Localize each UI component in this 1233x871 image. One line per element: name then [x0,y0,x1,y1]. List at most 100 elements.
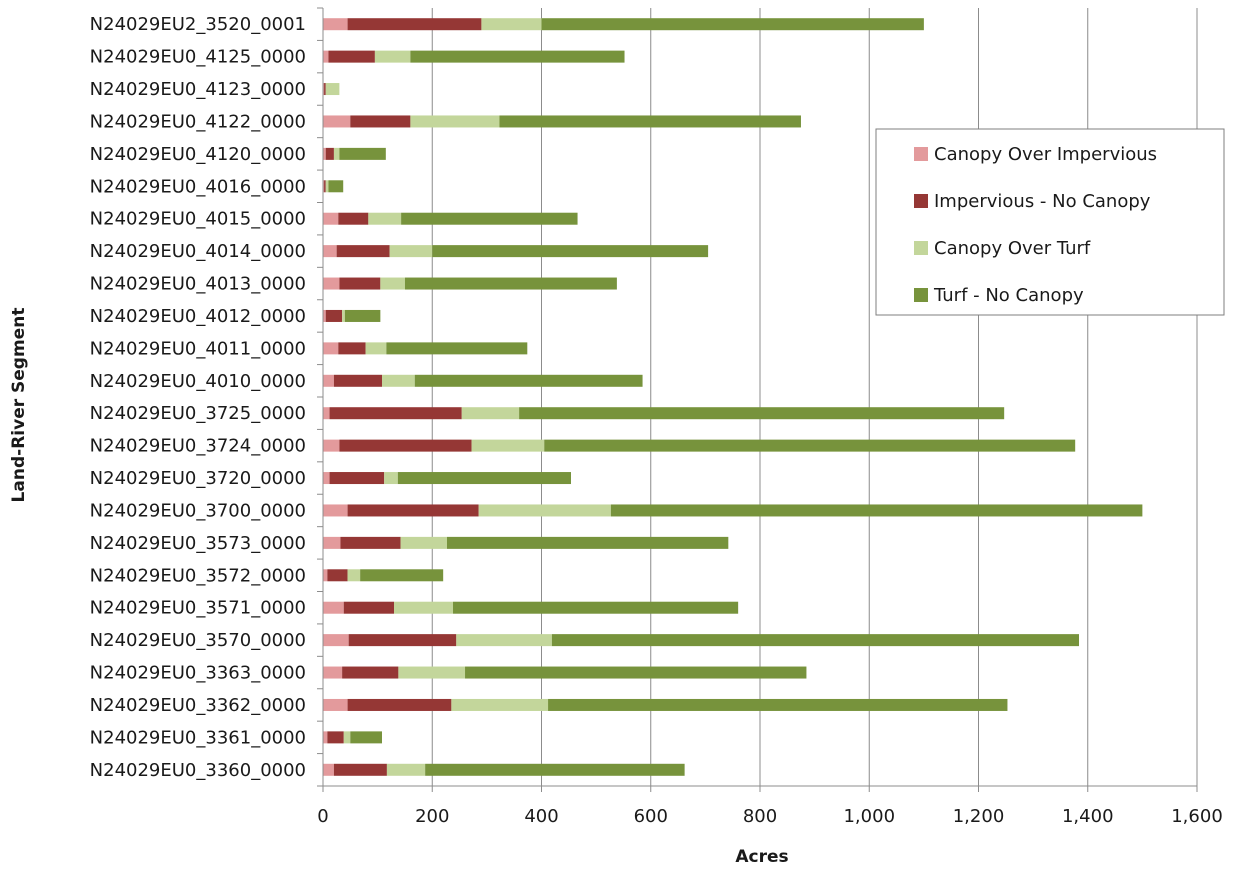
legend-label-impervious-no-canopy: Impervious - No Canopy [934,191,1151,212]
legend-swatch-turf-no-canopy [914,288,928,302]
bar-segment-turf-no-canopy [397,472,571,485]
category-label: N24029EU0_3572_0000 [90,565,306,586]
bar-segment-turf-no-canopy [339,147,386,160]
legend: Canopy Over Impervious Impervious - No Ca… [875,128,1225,316]
bar-segment-canopy-over-impervious [323,666,343,679]
bar-segment-impervious-no-canopy [339,277,381,290]
category-label: N24029EU0_3571_0000 [90,598,306,619]
bar-segment-canopy-over-impervious [323,245,337,258]
bar-segment-canopy-over-impervious [323,83,325,96]
x-tick-label: 1,000 [843,806,895,827]
category-labels: N24029EU2_3520_0001 N24029EU0_4125_0000 N2… [90,14,306,781]
category-label: N24029EU0_4012_0000 [90,306,306,327]
bar-segment-canopy-over-impervious [323,18,348,31]
bar-segment-impervious-no-canopy [327,731,344,744]
bar-segment-impervious-no-canopy [339,439,472,452]
category-label: N24029EU0_3363_0000 [90,663,306,684]
bar-segment-turf-no-canopy [446,536,729,549]
bar-segment-turf-no-canopy [386,342,528,355]
bar-segment-canopy-over-turf [365,342,387,355]
bar-segment-turf-no-canopy [344,309,381,322]
bar-segment-canopy-over-turf [374,50,411,63]
x-tick-label: 600 [634,806,668,827]
bar-segment-impervious-no-canopy [324,83,326,96]
legend-label-canopy-over-turf: Canopy Over Turf [934,238,1091,259]
bar-segment-turf-no-canopy [350,731,382,744]
bar-segment-impervious-no-canopy [342,666,399,679]
bar-segment-canopy-over-impervious [323,439,340,452]
bar-segment-impervious-no-canopy [333,763,387,776]
bar-segment-canopy-over-turf [400,536,447,549]
bar-segment-turf-no-canopy [432,245,709,258]
axes [317,7,1198,792]
bar-segment-canopy-over-impervious [323,147,326,160]
bar-segment-canopy-over-impervious [323,309,326,322]
bar-segment-canopy-over-turf [389,245,433,258]
x-tick-label: 1,600 [1171,806,1223,827]
category-label: N24029EU0_4125_0000 [90,47,306,68]
category-label: N24029EU0_4122_0000 [90,111,306,132]
bar-segment-canopy-over-impervious [323,374,334,387]
bar-segment-impervious-no-canopy [338,342,366,355]
bar-segment-canopy-over-turf [478,504,611,517]
bar-segment-canopy-over-turf [456,634,552,647]
category-label: N24029EU0_4123_0000 [90,79,306,100]
x-tick-label: 1,400 [1062,806,1114,827]
category-label: N24029EU0_4120_0000 [90,144,306,165]
category-label: N24029EU0_4015_0000 [90,209,306,230]
bar-segment-canopy-over-turf [381,374,415,387]
bar-segment-canopy-over-impervious [323,731,328,744]
bar-segment-canopy-over-turf [368,212,402,225]
bar-segment-impervious-no-canopy [348,634,457,647]
x-tick-label: 1,200 [953,806,1005,827]
bars [323,18,1143,776]
bar-segment-canopy-over-turf [410,115,500,128]
bar-segment-impervious-no-canopy [340,536,401,549]
category-label: N24029EU0_4013_0000 [90,274,306,295]
bar-segment-turf-no-canopy [328,180,344,193]
bar-segment-canopy-over-impervious [323,601,344,614]
bar-segment-canopy-over-turf [461,407,520,420]
bar-segment-turf-no-canopy [414,374,643,387]
bar-segment-canopy-over-turf [471,439,545,452]
bar-segment-turf-no-canopy [551,634,1080,647]
bar-segment-impervious-no-canopy [333,374,382,387]
bar-segment-canopy-over-turf [342,309,345,322]
bar-segment-canopy-over-turf [481,18,542,31]
x-tick-labels: 0 200 400 600 800 1,000 1,200 1,400 1,600 [317,806,1222,827]
category-label: N24029EU0_3362_0000 [90,695,306,716]
bar-segment-turf-no-canopy [519,407,1005,420]
bar-segment-turf-no-canopy [541,18,924,31]
bar-segment-turf-no-canopy [548,698,1008,711]
bar-segment-impervious-no-canopy [327,569,348,582]
category-label: N24029EU0_4014_0000 [90,241,306,262]
bar-segment-canopy-over-impervious [323,50,329,63]
category-label: N24029EU0_4011_0000 [90,338,306,359]
bar-segment-canopy-over-turf [333,147,340,160]
x-tick-label: 400 [524,806,558,827]
bar-segment-canopy-over-turf [384,472,398,485]
bar-segment-canopy-over-impervious [323,212,339,225]
bar-segment-impervious-no-canopy [329,407,462,420]
bar-segment-canopy-over-impervious [323,407,330,420]
bar-segment-impervious-no-canopy [325,147,334,160]
bar-segment-canopy-over-impervious [323,698,348,711]
bar-segment-impervious-no-canopy [347,504,479,517]
category-label: N24029EU0_3700_0000 [90,500,306,521]
legend-swatch-impervious-no-canopy [914,194,928,208]
x-tick-label: 200 [415,806,449,827]
bar-segment-impervious-no-canopy [343,601,395,614]
bar-segment-turf-no-canopy [404,277,617,290]
bar-segment-canopy-over-impervious [323,115,351,128]
category-label: N24029EU0_3724_0000 [90,436,306,457]
bar-segment-canopy-over-impervious [323,504,348,517]
bar-segment-impervious-no-canopy [336,245,390,258]
bar-segment-canopy-over-turf [451,698,549,711]
bar-segment-turf-no-canopy [425,763,685,776]
category-label: N24029EU0_3720_0000 [90,468,306,489]
bar-segment-turf-no-canopy [410,50,625,63]
bar-segment-canopy-over-turf [325,180,329,193]
bar-segment-turf-no-canopy [499,115,801,128]
